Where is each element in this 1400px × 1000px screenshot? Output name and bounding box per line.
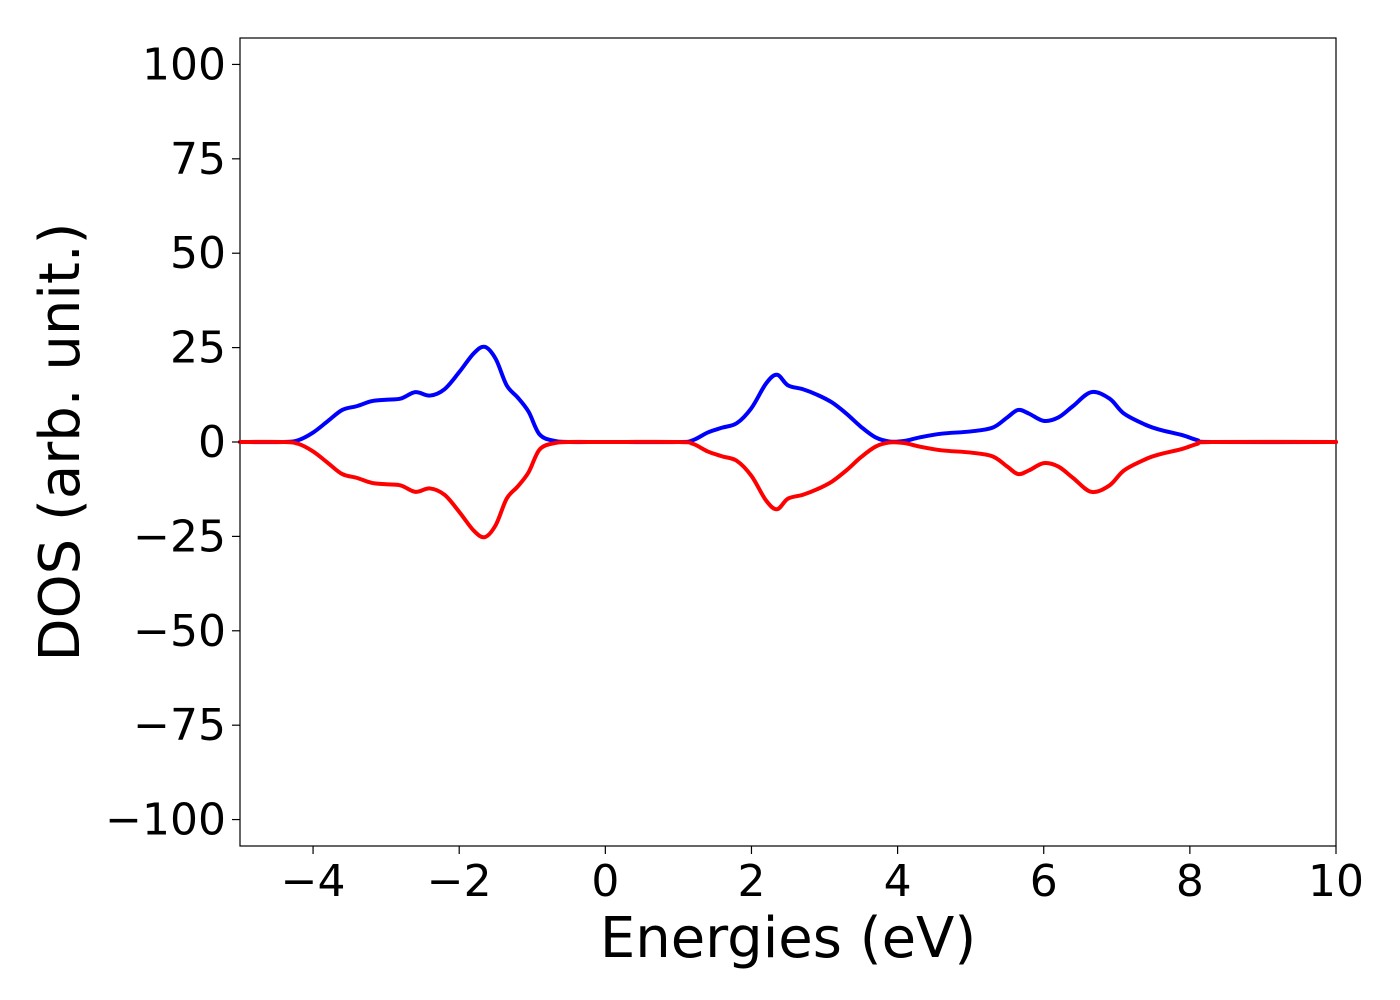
- x-tick-label: −4: [281, 856, 346, 907]
- y-tick-label: −25: [133, 511, 226, 562]
- series-line-down: [238, 439, 1338, 540]
- y-tick-label: 50: [170, 228, 226, 279]
- x-axis-ticks: −4 −2 0 2 4 6 8 10: [281, 846, 1364, 907]
- y-tick-label: 100: [142, 39, 226, 90]
- x-tick-label: 4: [884, 856, 912, 907]
- x-axis-title: Energies (eV): [600, 906, 976, 971]
- plot-frame: [239, 37, 1337, 847]
- x-tick-label: −2: [427, 856, 492, 907]
- y-axis-ticks: 100 75 50 25 0 −25 −50 −75 −100: [105, 39, 240, 846]
- x-tick-label: 6: [1030, 856, 1058, 907]
- x-tick-label: 8: [1176, 856, 1204, 907]
- y-axis-title: DOS (arb. unit.): [28, 222, 93, 661]
- y-tick-label: −100: [105, 795, 226, 846]
- y-tick-label: 75: [170, 134, 226, 185]
- y-tick-label: −50: [133, 606, 226, 657]
- y-tick-label: 0: [198, 417, 226, 468]
- x-tick-label: 10: [1308, 856, 1364, 907]
- series-layer: [238, 344, 1338, 540]
- series-line-up: [238, 344, 1338, 445]
- x-tick-label: 0: [591, 856, 619, 907]
- y-tick-label: −75: [133, 700, 226, 751]
- y-tick-label: 25: [170, 323, 226, 374]
- x-tick-label: 2: [737, 856, 765, 907]
- plot-area: [239, 37, 1337, 847]
